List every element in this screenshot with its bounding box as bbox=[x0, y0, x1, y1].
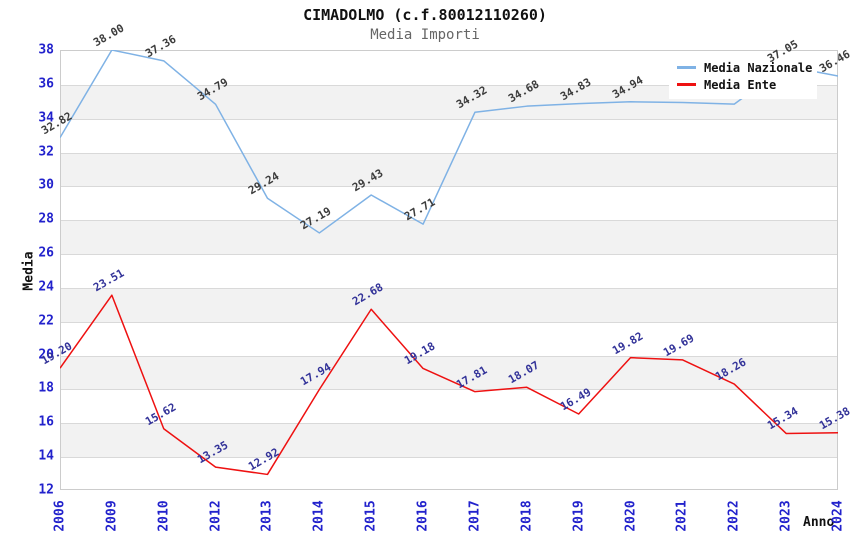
x-tick-label: 2024 bbox=[830, 500, 846, 532]
gridline bbox=[61, 84, 837, 86]
line-swatch-icon bbox=[677, 83, 696, 86]
gridline bbox=[61, 389, 837, 391]
y-tick-label: 30 bbox=[38, 177, 54, 193]
legend: Media Nazionale Media Ente bbox=[669, 53, 817, 99]
y-tick-label: 20 bbox=[38, 347, 54, 363]
gridline bbox=[61, 355, 837, 357]
x-tick-label: 2016 bbox=[415, 500, 431, 532]
x-tick-label: 2021 bbox=[674, 500, 690, 532]
x-tick-label: 2009 bbox=[104, 500, 120, 532]
grid-band bbox=[61, 423, 837, 458]
gridline bbox=[61, 423, 837, 425]
x-tick-label: 2015 bbox=[363, 500, 379, 532]
chart-subtitle: Media Importi bbox=[370, 27, 480, 43]
legend-label: Media Ente bbox=[704, 77, 777, 92]
gridline bbox=[61, 321, 837, 323]
x-tick-label: 2023 bbox=[778, 500, 794, 532]
x-tick-label: 2012 bbox=[208, 500, 224, 532]
line-swatch-icon bbox=[677, 66, 696, 69]
y-tick-label: 28 bbox=[38, 211, 54, 227]
series-line-media-ente bbox=[60, 294, 838, 476]
y-tick-label: 16 bbox=[38, 414, 54, 430]
x-tick-label: 2006 bbox=[52, 500, 68, 532]
x-tick-label: 2013 bbox=[259, 500, 275, 532]
x-tick-label: 2020 bbox=[623, 500, 639, 532]
y-tick-label: 22 bbox=[38, 313, 54, 329]
grid-band bbox=[61, 355, 837, 390]
data-point-label: 38.00 bbox=[91, 21, 127, 50]
x-tick-label: 2010 bbox=[156, 500, 172, 532]
x-tick-label: 2019 bbox=[571, 500, 587, 532]
y-tick-label: 34 bbox=[38, 110, 54, 126]
x-tick-label: 2022 bbox=[726, 500, 742, 532]
legend-item-media-nazionale: Media Nazionale bbox=[677, 59, 817, 76]
gridline bbox=[61, 254, 837, 256]
gridline bbox=[61, 118, 837, 120]
y-tick-label: 12 bbox=[38, 482, 54, 498]
y-tick-label: 38 bbox=[38, 42, 54, 58]
y-tick-label: 18 bbox=[38, 380, 54, 396]
chart-title: CIMADOLMO (c.f.80012110260) bbox=[303, 6, 547, 24]
y-tick-label: 14 bbox=[38, 448, 54, 464]
y-tick-label: 24 bbox=[38, 279, 54, 295]
x-tick-label: 2018 bbox=[519, 500, 535, 532]
legend-label: Media Nazionale bbox=[704, 60, 813, 75]
y-tick-label: 32 bbox=[38, 144, 54, 160]
grid-band bbox=[61, 287, 837, 322]
gridline bbox=[61, 457, 837, 459]
gridline bbox=[61, 220, 837, 222]
legend-item-media-ente: Media Ente bbox=[677, 76, 817, 93]
x-axis-title: Anno bbox=[803, 515, 835, 530]
y-tick-label: 26 bbox=[38, 245, 54, 261]
x-tick-label: 2017 bbox=[467, 500, 483, 532]
gridline bbox=[61, 152, 837, 154]
gridline bbox=[61, 287, 837, 289]
y-tick-label: 36 bbox=[38, 76, 54, 92]
grid-band bbox=[61, 220, 837, 255]
gridline bbox=[61, 186, 837, 188]
series-line-media-nazionale bbox=[60, 50, 838, 234]
x-tick-label: 2014 bbox=[311, 500, 327, 532]
plot-area bbox=[60, 50, 838, 490]
